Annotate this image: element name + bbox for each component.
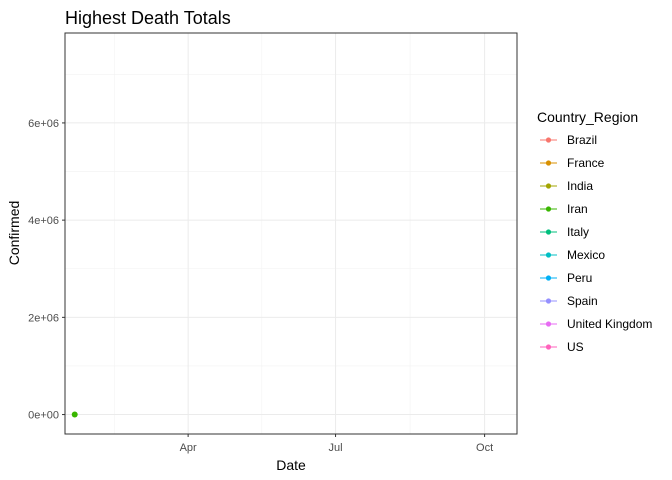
x-tick-label: Apr [180, 442, 197, 454]
y-tick-label: 2e+06 [28, 312, 59, 324]
y-tick-label: 4e+06 [28, 215, 59, 227]
legend: Country_Region Brazil France India Iran Ital… [537, 109, 652, 354]
legend-label-italy: Italy [567, 225, 589, 239]
legend-label-india: India [567, 179, 593, 193]
x-tick-label: Oct [476, 442, 493, 454]
legend-key-us [540, 344, 557, 350]
legend-label-united-kingdom: United Kingdom [567, 317, 652, 331]
legend-dot-france [545, 160, 552, 166]
legend-dot-iran [545, 206, 552, 212]
legend-dot-united-kingdom [545, 321, 552, 327]
legend-title: Country_Region [537, 109, 638, 125]
legend-key-united-kingdom [540, 321, 557, 327]
legend-label-iran: Iran [567, 202, 588, 216]
legend-key-mexico [540, 252, 557, 258]
y-axis: 0e+00 2e+06 4e+06 6e+06 [28, 118, 65, 422]
legend-key-peru [540, 275, 557, 281]
legend-key-india [540, 183, 557, 189]
y-axis-title: Confirmed [6, 201, 22, 266]
legend-dot-us [545, 344, 552, 350]
legend-key-france [540, 160, 557, 166]
legend-key-brazil [540, 137, 557, 143]
legend-dot-spain [545, 298, 552, 304]
legend-label-france: France [567, 156, 605, 170]
y-tick-label: 6e+06 [28, 118, 59, 130]
major-gridlines [65, 33, 517, 434]
plot-panel-border [64, 32, 518, 435]
legend-key-iran [540, 206, 557, 212]
y-tick-label: 0e+00 [28, 410, 59, 422]
x-axis: Apr Jul Oct [180, 434, 493, 454]
data-point-iran [71, 411, 78, 418]
legend-key-italy [540, 229, 557, 235]
legend-dot-peru [545, 275, 552, 281]
legend-label-mexico: Mexico [567, 248, 605, 262]
x-axis-title: Date [276, 457, 306, 473]
series-layer [71, 411, 78, 418]
legend-label-spain: Spain [567, 294, 598, 308]
legend-dot-mexico [545, 252, 552, 258]
chart-title: Highest Death Totals [65, 8, 231, 28]
x-tick-label: Jul [329, 442, 343, 454]
legend-dot-india [545, 183, 552, 189]
legend-label-brazil: Brazil [567, 133, 597, 147]
minor-gridlines [65, 33, 517, 434]
legend-dot-brazil [545, 137, 552, 143]
legend-key-spain [540, 298, 557, 304]
legend-label-peru: Peru [567, 271, 592, 285]
legend-dot-italy [545, 229, 552, 235]
legend-label-us: US [567, 340, 584, 354]
